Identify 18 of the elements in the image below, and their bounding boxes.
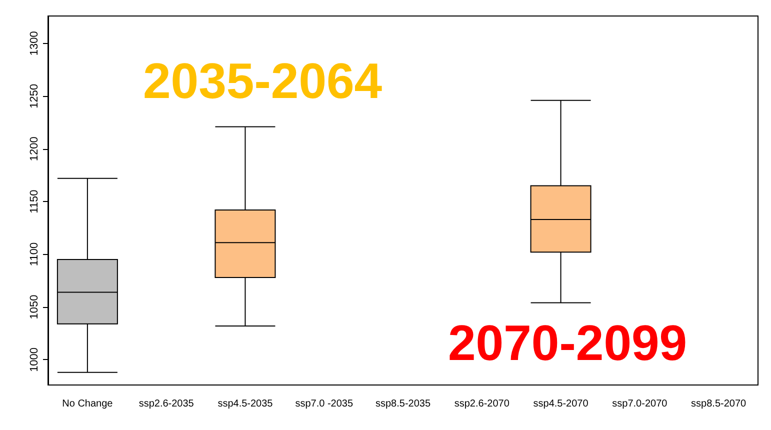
x-tick-label: ssp4.5-2035 <box>218 398 274 410</box>
y-tick-label: 1000 <box>28 347 40 372</box>
x-tick-label: ssp2.6-2070 <box>454 398 510 410</box>
x-tick-label: ssp8.5-2070 <box>691 398 747 410</box>
y-tick-label: 1100 <box>28 242 40 266</box>
x-tick-label: ssp8.5-2035 <box>375 398 431 410</box>
annotation: 2070-2099 <box>448 315 688 371</box>
x-tick-label: ssp7.0 -2035 <box>295 398 354 410</box>
y-tick-label: 1150 <box>28 190 40 214</box>
x-tick-label: ssp7.0-2070 <box>612 398 668 410</box>
y-tick-label: 1250 <box>28 84 40 108</box>
x-tick-label: ssp4.5-2070 <box>533 398 589 410</box>
y-tick-label: 1300 <box>28 31 40 56</box>
x-tick-label: No Change <box>62 398 114 410</box>
y-tick-label: 1050 <box>28 294 40 320</box>
y-tick-label: 1200 <box>28 136 40 162</box>
x-tick-label: ssp2.6-2035 <box>138 398 194 410</box>
annotation: 2035-2064 <box>143 53 382 109</box>
